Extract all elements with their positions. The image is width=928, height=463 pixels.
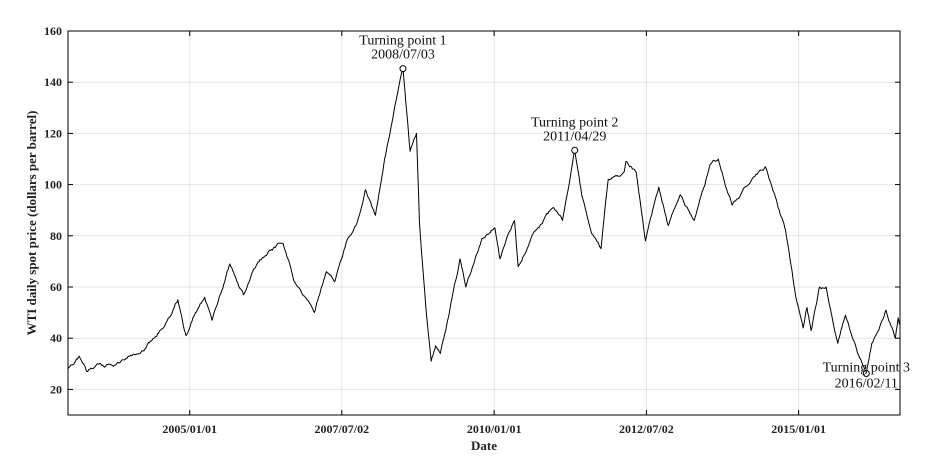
series-layer: [67, 68, 901, 375]
turning-point-label: Turning point 1: [359, 34, 446, 49]
y-tick-label: 60: [50, 280, 62, 294]
x-tick-label: 2007/07/02: [314, 422, 369, 436]
y-tick-label: 80: [50, 229, 62, 243]
y-axis-label: WTI daily spot price (dollars per barrel…: [24, 111, 39, 336]
turning-point-label: Turning point 3: [823, 361, 910, 376]
grid: [68, 31, 900, 415]
x-tick-label: 2015/01/01: [771, 422, 826, 436]
turning-point-date: 2008/07/03: [371, 48, 435, 63]
turning-point-date: 2016/02/11: [835, 377, 898, 392]
y-tick-label: 120: [44, 126, 62, 140]
y-tick-label: 40: [50, 331, 62, 345]
series-line: [67, 68, 901, 375]
axis-ticks: 20 40 60 80 100 120 140 160 2005/01/01 2007/07/02…: [44, 24, 900, 436]
y-tick-label: 100: [44, 178, 62, 192]
turning-point-marker: [862, 370, 870, 378]
y-tick-label: 160: [44, 24, 62, 38]
turning-point-marker: [399, 65, 407, 73]
x-tick-label: 2010/01/01: [467, 422, 522, 436]
x-axis-label: Date: [471, 438, 497, 453]
y-tick-label: 20: [50, 382, 62, 396]
turning-point-label: Turning point 2: [531, 115, 618, 130]
x-tick-label: 2012/07/02: [619, 422, 674, 436]
turning-point-date: 2011/04/29: [543, 129, 606, 144]
x-tick-label: 2005/01/01: [162, 422, 217, 436]
turning-point-marker: [571, 146, 579, 154]
plot-frame: [67, 30, 901, 416]
y-tick-label: 140: [44, 75, 62, 89]
